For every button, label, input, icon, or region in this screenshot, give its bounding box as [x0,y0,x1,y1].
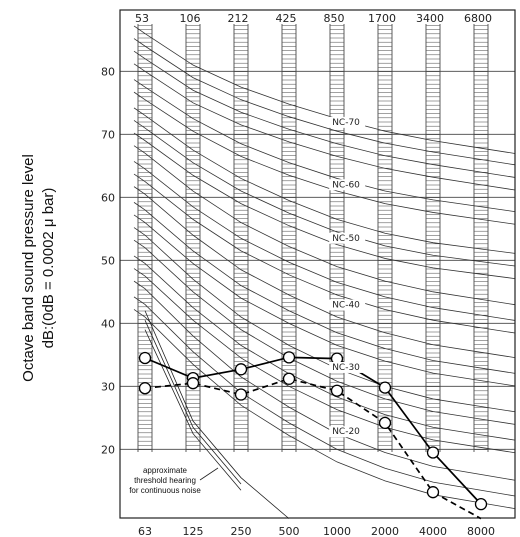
nc-label: NC-60 [332,180,360,190]
axis-labels: NC-70 NC-60 NC-50 NC-40 NC-30 NC-20 20 30 40 50 60… [101,11,495,537]
nc-curve-line [133,202,516,374]
y-tick-label: 70 [101,128,115,141]
y-axis-label-line1: Octave band sound pressure level [20,154,37,382]
series-point [234,363,248,376]
y-tick-label: 50 [101,254,115,267]
nc-label-bg [329,179,366,191]
x-tick-label: 1000 [323,525,351,537]
nc-curve-line [133,79,516,213]
series-point [234,388,248,401]
y-tick-label: 60 [101,191,115,204]
band-edge-label-bg [126,11,158,24]
nc-label: NC-40 [332,301,360,311]
x-tick-label: 250 [231,525,252,537]
band-edge-label-bg [462,11,494,24]
band-edge-label-bg [174,11,206,24]
nc-label: NC-20 [332,427,360,437]
series-point [282,372,296,385]
band-edge-label-bg [366,11,398,24]
nc-label: NC-30 [332,363,360,373]
nc-curve-line [133,227,516,413]
y-tick-label: 30 [101,380,115,393]
band-edge-label-bg [414,11,446,24]
series-point [378,416,392,430]
y-tick-label: 20 [101,443,115,456]
band-edge-label: 425 [276,12,297,25]
y-axis-label-line2: dB:(0dB = 0.0002 μ bar) [40,188,57,349]
x-tick-label: 500 [279,525,300,537]
nc-curve-line [133,161,516,321]
nc-curve-line [133,309,516,510]
nc-curve-line [133,214,516,387]
nc-curves [133,25,516,510]
x-tick-label: 4000 [419,525,447,537]
band-edge-label: 106 [180,12,201,25]
nc-curve-line [133,50,516,178]
band-edge-label: 6800 [464,12,492,25]
nc-label-bg [329,361,366,373]
nc-curve-line [133,63,516,191]
series-point [138,382,152,395]
series-point [378,381,392,394]
threshold-note-line1: approximate [143,466,188,475]
nc-curve-line [133,268,516,454]
nc-label: NC-70 [332,118,360,128]
nc-curve-line [133,120,516,267]
y-tick-label: 80 [101,65,115,78]
x-tick-label: 125 [183,525,204,537]
nc-curve-line [133,280,516,481]
nc-curve-line [133,38,516,166]
band-edge-label-bg [270,11,302,24]
octave-band-hatch-columns [137,14,489,452]
series-point [474,497,488,511]
nc-curve-line [133,239,516,425]
series-point [186,377,200,390]
x-tick-label: 63 [138,525,152,537]
nc-label-bg [329,426,366,438]
threshold-note-line2: threshold hearing [134,476,196,485]
grid-lines [120,70,515,450]
nc-curve-line [133,296,516,497]
nc-curve-line [133,91,516,225]
series-line-dashed [144,377,482,520]
nc-curve-line [133,145,516,306]
series-point [426,446,440,459]
band-edge-label: 3400 [416,12,444,25]
nc-curve-line [133,186,516,358]
threshold-note: approximate threshold hearing for contin… [129,466,201,495]
nc-label-bg [329,299,366,311]
band-edge-label-bg [318,11,350,24]
nc-label-bg [329,116,366,128]
threshold-curve-line [144,310,290,519]
nc-label: NC-50 [332,234,360,244]
threshold-note-pointer [199,467,219,481]
series-line-solid [144,356,482,505]
series-point [138,351,152,365]
band-edge-label: 53 [135,12,149,25]
nc-curve-line [133,107,516,254]
series-point [330,384,344,397]
nc-label-bg [329,232,366,244]
series-point [426,486,440,499]
nc-curve-line [133,25,516,154]
band-edge-label: 850 [324,12,345,25]
nc-curve-line [133,255,516,441]
threshold-note-line3: for continuous noise [129,486,201,495]
band-edge-label-bg [222,11,254,24]
nc-curve-line [133,132,516,279]
plot-frame [119,9,516,519]
x-tick-label: 8000 [467,525,495,537]
band-edge-label: 1700 [368,12,396,25]
y-tick-label: 40 [101,317,115,330]
series-point [282,351,296,364]
threshold-curve-line [144,320,242,485]
data-series [138,351,488,520]
x-tick-label: 2000 [371,525,399,537]
band-edge-label: 212 [228,12,249,25]
nc-curve-line [133,173,516,334]
